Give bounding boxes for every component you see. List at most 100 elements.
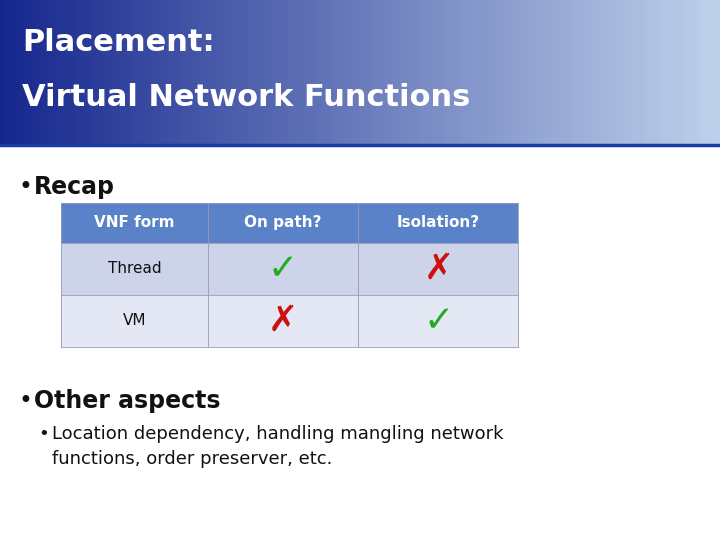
Bar <box>77 0 80 145</box>
Bar <box>369 0 373 145</box>
Bar <box>142 0 145 145</box>
Bar <box>547 0 551 145</box>
Bar <box>329 0 332 145</box>
Bar <box>521 0 524 145</box>
Bar <box>480 0 483 145</box>
Bar <box>516 0 519 145</box>
Bar <box>394 0 397 145</box>
Bar <box>470 0 474 145</box>
Bar <box>567 0 570 145</box>
Bar <box>120 0 123 145</box>
Bar <box>588 0 591 145</box>
Bar <box>7 0 11 145</box>
Bar <box>319 0 323 145</box>
Bar <box>99 0 102 145</box>
Bar <box>264 0 267 145</box>
Bar <box>58 0 61 145</box>
Bar <box>266 0 270 145</box>
Bar <box>413 0 416 145</box>
Bar <box>675 0 678 145</box>
Bar <box>202 0 205 145</box>
Bar <box>41 0 44 145</box>
Bar <box>468 0 472 145</box>
Bar <box>216 0 220 145</box>
Bar <box>122 0 126 145</box>
Bar <box>243 0 246 145</box>
Bar <box>67 0 71 145</box>
Bar <box>531 0 534 145</box>
Bar <box>5 0 8 145</box>
Bar <box>279 0 282 145</box>
Bar <box>423 0 426 145</box>
Bar <box>499 0 503 145</box>
Bar <box>22 0 25 145</box>
Bar <box>207 202 359 242</box>
Bar <box>405 0 409 145</box>
Bar <box>53 0 56 145</box>
Bar <box>698 0 702 145</box>
Bar <box>74 0 78 145</box>
Bar <box>682 0 685 145</box>
Bar <box>569 0 572 145</box>
Bar <box>250 0 253 145</box>
Text: Thread: Thread <box>107 261 161 276</box>
Bar <box>355 0 359 145</box>
Bar <box>605 0 608 145</box>
Bar <box>221 0 224 145</box>
Bar <box>326 0 330 145</box>
Bar <box>650 0 654 145</box>
Bar <box>686 0 690 145</box>
Bar <box>259 0 263 145</box>
Bar <box>571 0 575 145</box>
Bar <box>358 0 361 145</box>
Bar <box>302 0 306 145</box>
Bar <box>660 0 663 145</box>
Bar <box>425 0 428 145</box>
Bar <box>132 0 135 145</box>
Bar <box>715 0 719 145</box>
Text: •: • <box>38 425 49 443</box>
Bar <box>228 0 231 145</box>
Bar <box>43 0 47 145</box>
Bar <box>79 0 83 145</box>
Bar <box>389 0 392 145</box>
Bar <box>331 0 335 145</box>
Bar <box>297 0 301 145</box>
Bar <box>27 0 30 145</box>
Bar <box>197 0 200 145</box>
Bar <box>495 0 498 145</box>
Bar <box>485 0 488 145</box>
Bar <box>359 295 518 347</box>
Bar <box>29 0 32 145</box>
Bar <box>359 242 518 295</box>
Bar <box>420 0 423 145</box>
Bar <box>211 0 215 145</box>
Bar <box>600 0 603 145</box>
Bar <box>158 0 162 145</box>
Bar <box>434 0 438 145</box>
Bar <box>466 0 469 145</box>
Bar <box>607 0 611 145</box>
Bar <box>634 0 637 145</box>
Bar <box>657 0 661 145</box>
Bar <box>295 0 299 145</box>
Bar <box>557 0 560 145</box>
Bar <box>254 0 258 145</box>
Text: Recap: Recap <box>34 175 115 199</box>
Bar <box>12 0 15 145</box>
Bar <box>684 0 688 145</box>
Bar <box>691 0 695 145</box>
Bar <box>84 0 87 145</box>
Bar <box>261 0 265 145</box>
Bar <box>701 0 704 145</box>
Bar <box>549 0 553 145</box>
Bar <box>269 0 272 145</box>
Bar <box>583 0 587 145</box>
Bar <box>2 0 6 145</box>
Bar <box>703 0 706 145</box>
Bar <box>305 0 308 145</box>
Bar <box>475 0 479 145</box>
Bar <box>403 0 407 145</box>
Bar <box>513 0 517 145</box>
Bar <box>61 295 207 347</box>
